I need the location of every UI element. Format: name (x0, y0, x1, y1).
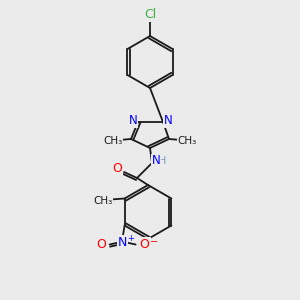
Text: H: H (158, 156, 166, 166)
Text: O: O (140, 238, 150, 251)
Text: Cl: Cl (144, 8, 156, 20)
Text: N: N (164, 115, 172, 128)
Text: +: + (128, 234, 134, 243)
Text: N: N (118, 236, 127, 249)
Text: N: N (152, 154, 160, 167)
Text: O: O (112, 161, 122, 175)
Text: O: O (97, 238, 106, 251)
Text: −: − (150, 236, 158, 247)
Text: CH₃: CH₃ (93, 196, 112, 206)
Text: CH₃: CH₃ (177, 136, 196, 146)
Text: CH₃: CH₃ (103, 136, 123, 146)
Text: N: N (129, 115, 137, 128)
